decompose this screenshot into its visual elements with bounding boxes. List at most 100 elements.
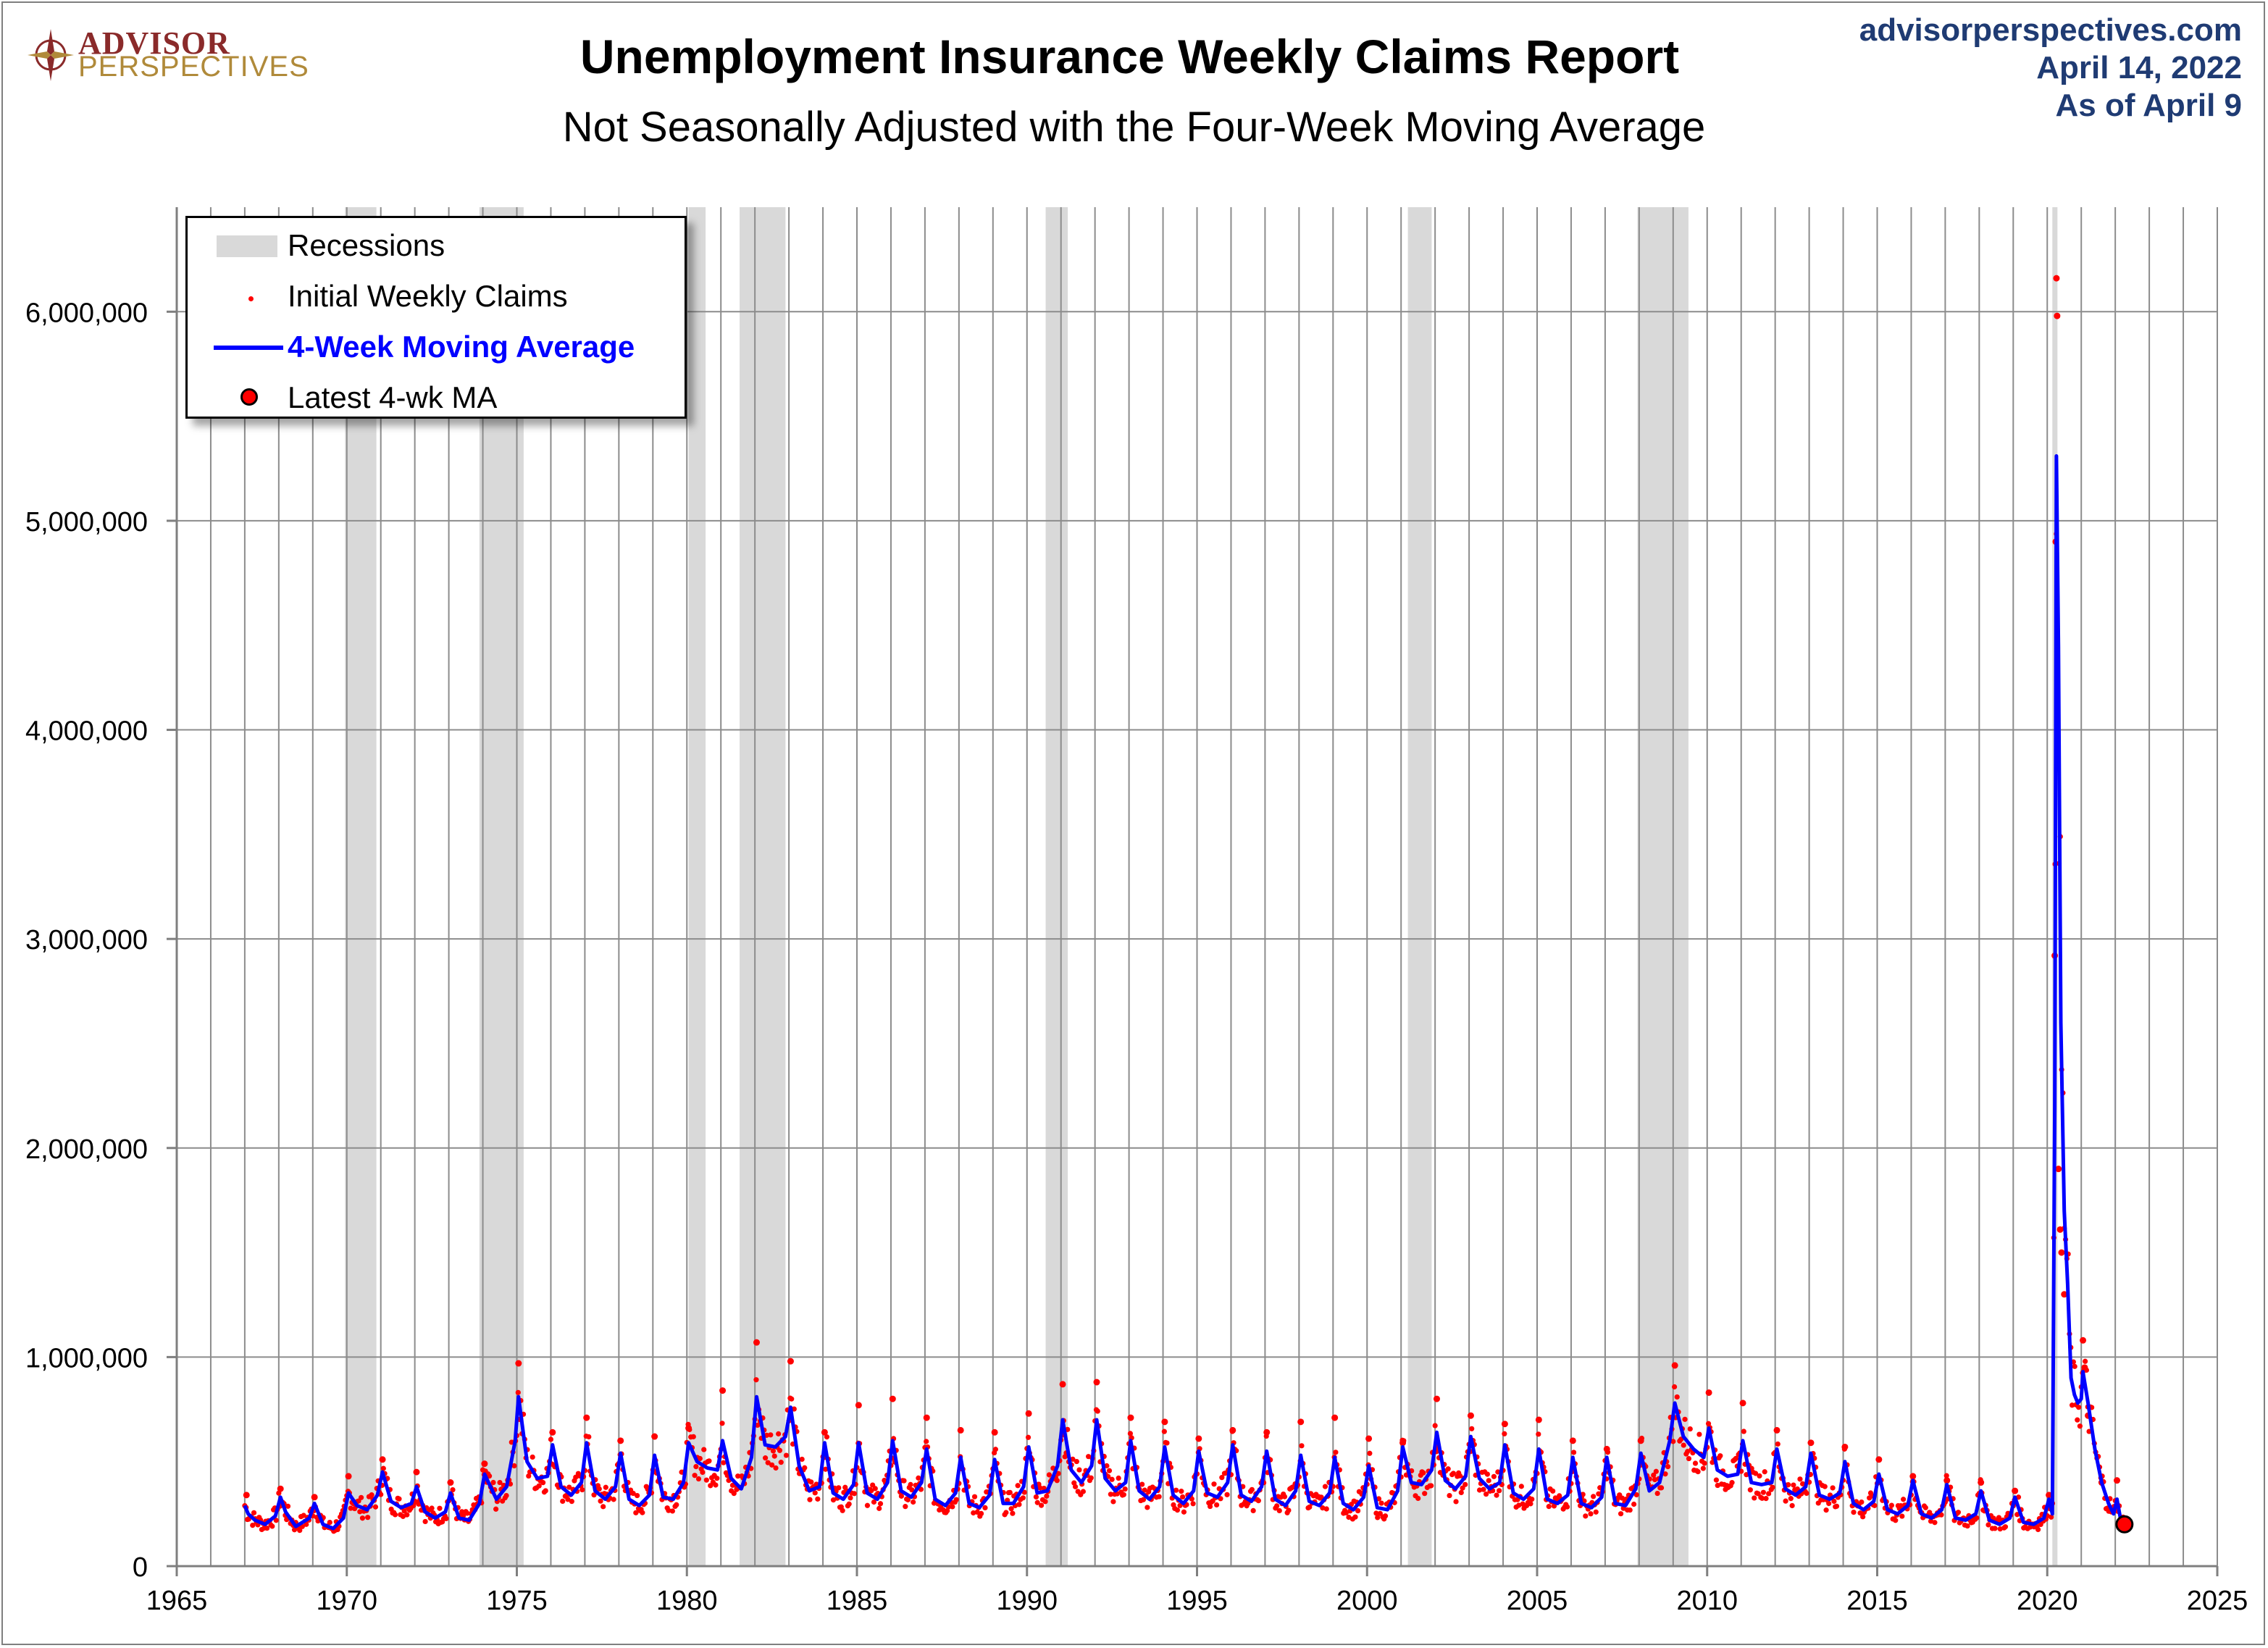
claims-point <box>909 1487 915 1493</box>
claims-point <box>490 1479 496 1486</box>
site-link[interactable]: advisorperspectives.com <box>1859 12 2242 48</box>
claims-point <box>2055 1166 2062 1173</box>
claims-point <box>481 1460 488 1468</box>
claims-point <box>1535 1416 1542 1423</box>
claims-point <box>1486 1478 1491 1484</box>
claims-point <box>540 1480 546 1486</box>
claims-point <box>1823 1507 1829 1513</box>
claims-point <box>1627 1507 1633 1513</box>
x-tick-label: 2025 <box>2187 1586 2248 1616</box>
claims-point <box>1705 1421 1712 1426</box>
claims-point <box>1619 1495 1625 1501</box>
report-date: April 14, 2022 <box>2036 50 2242 85</box>
claims-point <box>579 1486 585 1493</box>
claims-point <box>1054 1478 1060 1484</box>
claims-point <box>1447 1492 1452 1499</box>
claims-point <box>693 1463 699 1470</box>
claims-point <box>401 1508 407 1514</box>
claims-point <box>1453 1499 1459 1505</box>
y-tick-label: 2,000,000 <box>25 1134 148 1165</box>
claims-point <box>830 1497 837 1503</box>
claims-point <box>768 1432 774 1438</box>
claims-point <box>1207 1503 1213 1510</box>
claims-point <box>1179 1489 1184 1494</box>
claims-point <box>1428 1483 1434 1489</box>
claims-point <box>548 1436 554 1442</box>
claims-point <box>905 1497 911 1503</box>
claims-point <box>1044 1493 1050 1499</box>
claims-point <box>846 1501 852 1507</box>
claims-point <box>992 1447 999 1452</box>
recession-band <box>1045 207 1068 1566</box>
claims-point <box>666 1507 671 1513</box>
claims-point <box>497 1479 503 1486</box>
claims-point <box>1190 1501 1196 1507</box>
claims-point <box>953 1497 959 1502</box>
claims-point <box>413 1468 420 1476</box>
claims-point <box>823 1466 829 1472</box>
claims-point <box>1375 1515 1381 1521</box>
claims-point <box>812 1490 818 1496</box>
claims-point <box>1799 1481 1806 1486</box>
claims-point <box>1173 1487 1179 1493</box>
claims-point <box>1943 1473 1949 1478</box>
claims-point <box>807 1497 813 1502</box>
claims-point <box>1110 1499 1116 1505</box>
claims-point <box>357 1509 363 1515</box>
claims-point <box>944 1507 950 1514</box>
claims-point <box>1070 1456 1076 1462</box>
claims-point <box>1518 1484 1524 1489</box>
claims-point <box>536 1483 542 1489</box>
x-tick-label: 2020 <box>2017 1586 2078 1616</box>
claims-point <box>515 1360 522 1367</box>
claims-point <box>416 1501 422 1507</box>
claims-point <box>1139 1481 1145 1487</box>
claims-point <box>1702 1460 1707 1466</box>
claims-point <box>1331 1414 1339 1421</box>
claims-point <box>1355 1507 1361 1514</box>
claims-point <box>1039 1502 1045 1508</box>
claims-point <box>1033 1494 1039 1500</box>
x-tick-label: 1975 <box>486 1586 548 1616</box>
claims-point <box>2072 1363 2077 1369</box>
claims-point <box>1762 1469 1767 1475</box>
claims-point <box>773 1465 779 1471</box>
claims-point <box>1320 1505 1326 1511</box>
claims-point <box>1851 1509 1857 1515</box>
claims-point <box>777 1447 783 1453</box>
claims-point <box>871 1499 877 1505</box>
claims-point <box>2083 1358 2088 1364</box>
claims-point <box>916 1475 921 1481</box>
claims-point <box>1003 1510 1009 1515</box>
claims-point <box>721 1460 727 1465</box>
claims-point <box>1086 1454 1092 1460</box>
claims-point <box>1457 1473 1463 1478</box>
claims-point <box>601 1504 606 1510</box>
claims-point <box>1469 1426 1475 1431</box>
claims-point <box>2058 1249 2065 1256</box>
claims-point <box>1042 1499 1048 1505</box>
claims-point <box>1770 1484 1775 1490</box>
source-info: advisorperspectives.com April 14, 2022 A… <box>1859 12 2242 125</box>
claims-point <box>586 1434 592 1440</box>
claims-point <box>1928 1518 1934 1524</box>
claims-point <box>1766 1491 1772 1497</box>
claims-point <box>1476 1487 1483 1493</box>
claims-point <box>1164 1440 1170 1446</box>
claims-point <box>1189 1496 1194 1502</box>
claims-point <box>1860 1514 1866 1520</box>
x-tick-label: 1985 <box>827 1586 888 1616</box>
claims-point <box>735 1473 741 1479</box>
claims-point <box>706 1458 712 1464</box>
claims-point <box>1652 1476 1658 1483</box>
compass-icon <box>28 29 74 81</box>
claims-point <box>1502 1431 1507 1436</box>
claims-point <box>1352 1514 1358 1520</box>
claims-point <box>848 1495 853 1501</box>
claims-point <box>1093 1379 1100 1386</box>
claims-point <box>526 1473 532 1479</box>
legend-label-latest: Latest 4-wk MA <box>288 380 498 414</box>
claims-point <box>851 1491 857 1497</box>
claims-point <box>640 1510 645 1515</box>
claims-point <box>1685 1449 1691 1455</box>
